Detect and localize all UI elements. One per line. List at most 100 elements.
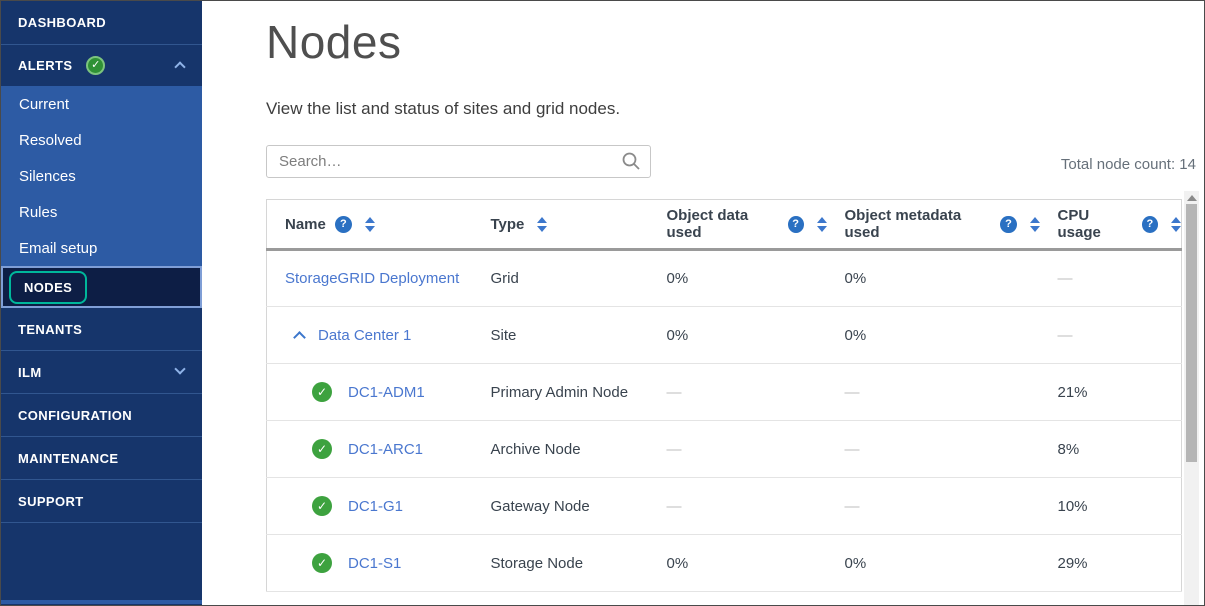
object-metadata-used-cell: — (826, 420, 1040, 478)
sort-desc-icon (816, 225, 827, 232)
column-header-object-metadata-used[interactable]: Object metadata used ? (826, 199, 1040, 251)
sidebar-item-silences[interactable]: Silences (1, 158, 202, 194)
node-link[interactable]: DC1-S1 (348, 554, 402, 572)
type-cell: Grid (472, 249, 649, 307)
status-ok-icon: ✓ (312, 553, 332, 573)
sidebar-item-tenants[interactable]: TENANTS (1, 308, 202, 351)
object-data-used-cell: 0% (648, 249, 827, 307)
object-data-used-cell: — (648, 477, 827, 535)
search-icon[interactable] (621, 151, 641, 171)
node-link[interactable]: DC1-ADM1 (348, 383, 425, 401)
search-box (266, 145, 651, 178)
sidebar-item-label: Current (19, 95, 70, 113)
help-icon[interactable]: ? (1141, 215, 1158, 233)
chevron-up-icon[interactable] (174, 61, 186, 73)
sort-asc-icon (364, 216, 375, 223)
scrollbar-up-arrow-icon[interactable] (1186, 195, 1197, 201)
sort-desc-icon (537, 225, 548, 232)
type-cell: Gateway Node (472, 477, 649, 535)
sidebar-item-rules[interactable]: Rules (1, 194, 202, 230)
nodes-table-container: Name ? Type (266, 199, 1183, 605)
table-row: ✓ DC1-G1 Gateway Node — — 10% (266, 477, 1182, 535)
help-icon[interactable]: ? (334, 215, 352, 233)
object-metadata-used-cell: 0% (826, 249, 1040, 307)
sort-asc-icon (816, 216, 827, 223)
table-row: ✓ DC1-ARC1 Archive Node — — 8% (266, 420, 1182, 478)
help-icon[interactable]: ? (1000, 215, 1017, 233)
sort-asc-icon (537, 216, 548, 223)
status-ok-icon: ✓ (312, 382, 332, 402)
status-ok-icon: ✓ (312, 496, 332, 516)
cpu-usage-cell: — (1039, 249, 1182, 307)
sidebar-item-alerts[interactable]: ALERTS ✓ (1, 45, 202, 86)
object-metadata-used-cell: — (826, 477, 1040, 535)
sidebar-item-email-setup[interactable]: Email setup (1, 230, 202, 266)
sidebar-item-label: ILM (18, 364, 42, 380)
object-data-used-cell: 0% (648, 306, 827, 364)
type-cell: Storage Node (472, 534, 649, 592)
nodes-focus-ring: NODES (9, 270, 88, 304)
sidebar-item-configuration[interactable]: CONFIGURATION (1, 394, 202, 437)
node-link[interactable]: StorageGRID Deployment (285, 270, 460, 287)
collapse-caret-icon[interactable] (293, 330, 306, 344)
sidebar-item-label: Silences (19, 167, 76, 185)
sidebar-item-label: DASHBOARD (18, 15, 107, 30)
sidebar-item-ilm[interactable]: ILM (1, 351, 202, 394)
alerts-submenu: Current Resolved Silences Rules Email se… (1, 86, 202, 266)
column-header-cpu-usage[interactable]: CPU usage ? (1039, 199, 1182, 251)
type-cell: Archive Node (472, 420, 649, 478)
column-label: Object metadata used (844, 207, 962, 241)
sort-toggle[interactable] (537, 216, 548, 232)
sidebar-item-resolved[interactable]: Resolved (1, 122, 202, 158)
sort-desc-icon (1029, 225, 1040, 232)
node-link[interactable]: DC1-G1 (348, 497, 404, 515)
sort-desc-icon (1171, 225, 1181, 232)
type-cell: Site (472, 306, 649, 364)
sidebar-item-label: CONFIGURATION (18, 407, 133, 423)
sidebar-item-support[interactable]: SUPPORT (1, 480, 202, 523)
node-link[interactable]: DC1-ARC1 (348, 440, 424, 458)
column-label: CPU usage (1057, 207, 1101, 241)
sidebar-item-label: Rules (19, 203, 58, 221)
cpu-usage-cell: 21% (1039, 363, 1182, 421)
sort-toggle[interactable] (816, 216, 827, 232)
sidebar-item-label: TENANTS (18, 321, 83, 337)
column-header-type[interactable]: Type (472, 199, 649, 251)
column-header-name[interactable]: Name ? (266, 199, 473, 251)
table-row: ✓ DC1-S1 Storage Node 0% 0% 29% (266, 534, 1182, 592)
column-label: Type (490, 215, 525, 233)
object-data-used-cell: 0% (648, 534, 827, 592)
sidebar-item-label: Email setup (19, 239, 98, 257)
sort-desc-icon (364, 225, 375, 232)
vertical-scrollbar[interactable] (1184, 191, 1199, 605)
sidebar-item-label: SUPPORT (18, 493, 84, 509)
sort-toggle[interactable] (1171, 216, 1181, 232)
chevron-down-icon[interactable] (174, 363, 186, 375)
sidebar-item-label: ALERTS (18, 58, 73, 73)
scrollbar-thumb[interactable] (1186, 204, 1197, 462)
sidebar-item-dashboard[interactable]: DASHBOARD (1, 1, 202, 45)
sidebar-item-nodes-selected[interactable]: NODES (1, 266, 202, 308)
object-data-used-cell: — (648, 420, 827, 478)
help-icon[interactable]: ? (787, 215, 804, 233)
cpu-usage-cell: — (1039, 306, 1182, 364)
sort-asc-icon (1171, 216, 1181, 223)
sort-asc-icon (1029, 216, 1040, 223)
column-label: Object data used (666, 207, 749, 241)
sidebar-item-maintenance[interactable]: MAINTENANCE (1, 437, 202, 480)
column-header-object-data-used[interactable]: Object data used ? (648, 199, 827, 251)
table-row: ✓ DC1-ADM1 Primary Admin Node — — 21% (266, 363, 1182, 421)
cpu-usage-cell: 8% (1039, 420, 1182, 478)
sidebar: DASHBOARD ALERTS ✓ Current Resolved Sile… (1, 1, 202, 605)
status-ok-icon: ✓ (312, 439, 332, 459)
alerts-ok-badge-icon: ✓ (86, 56, 106, 75)
site-link[interactable]: Data Center 1 (318, 326, 412, 344)
sidebar-item-current[interactable]: Current (1, 86, 202, 122)
object-data-used-cell: — (648, 363, 827, 421)
cpu-usage-cell: 10% (1039, 477, 1182, 535)
sort-toggle[interactable] (1029, 216, 1040, 232)
search-input[interactable] (266, 145, 651, 178)
table-row: Data Center 1 Site 0% 0% — (266, 306, 1182, 364)
sort-toggle[interactable] (364, 216, 375, 232)
